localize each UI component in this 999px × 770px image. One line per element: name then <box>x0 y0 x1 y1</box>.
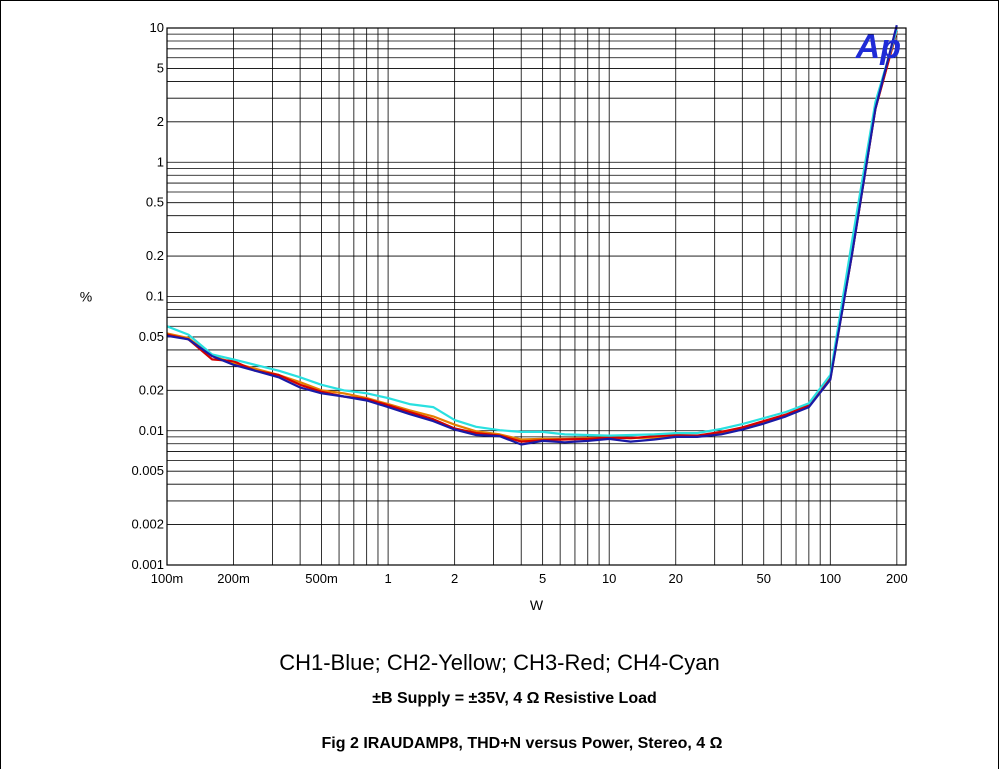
x-tick-labels: 100m 200m 500m 1 2 5 10 20 50 100 200 <box>151 571 908 586</box>
thd-n-versus-power-chart: 100m 200m 500m 1 2 5 10 20 50 100 200 0.0010.0020.… <box>80 20 908 613</box>
ap-logo-text: Ap <box>855 28 901 66</box>
y-tick-label: 1 <box>157 154 164 169</box>
x-tick-label: 10 <box>602 571 616 586</box>
x-axis-label: W <box>530 597 544 613</box>
x-tick-label: 100m <box>151 571 184 586</box>
y-tick-label: 0.1 <box>146 289 164 304</box>
series-line-4 <box>166 24 898 446</box>
supply-subtitle: ±B Supply = ±35V, 4 Ω Resistive Load <box>372 690 657 707</box>
y-axis-label: % <box>80 289 92 305</box>
y-tick-labels: 0.001 0.002 0.005 0.01 0.02 0.05 0.1 0.2 0.5 1 2 5 1… <box>131 20 164 572</box>
series-layer <box>166 24 898 446</box>
x-tick-label: 5 <box>539 571 546 586</box>
x-tick-label: 20 <box>669 571 683 586</box>
y-tick-label: 0.005 <box>131 463 164 478</box>
x-tick-label: 1 <box>384 571 391 586</box>
y-tick-label: 0.02 <box>139 382 164 397</box>
y-tick-label: 2 <box>157 114 164 129</box>
channel-color-legend: CH1-Blue; CH2-Yellow; CH3-Red; CH4-Cyan <box>279 650 720 675</box>
series-line-3 <box>166 29 898 437</box>
y-tick-label: 0.05 <box>139 329 164 344</box>
y-tick-label: 0.01 <box>139 423 164 438</box>
x-tick-label: 200m <box>217 571 250 586</box>
y-tick-label: 0.001 <box>131 557 164 572</box>
plot-border <box>166 27 907 566</box>
figure-title: Fig 2 IRAUDAMP8, THD+N versus Power, Ste… <box>321 735 723 752</box>
series-line-2 <box>166 30 898 443</box>
ap-logo: Ap <box>855 28 901 66</box>
y-tick-label: 0.5 <box>146 195 164 210</box>
x-tick-label: 100 <box>819 571 841 586</box>
x-tick-label: 500m <box>305 571 338 586</box>
grid-lines <box>166 27 906 566</box>
y-tick-label: 0.002 <box>131 517 164 532</box>
y-tick-label: 5 <box>157 60 164 75</box>
x-tick-label: 50 <box>757 571 771 586</box>
x-tick-label: 2 <box>451 571 458 586</box>
y-tick-label: 0.2 <box>146 248 164 263</box>
x-tick-label: 200 <box>886 571 908 586</box>
y-tick-label: 10 <box>150 20 164 35</box>
